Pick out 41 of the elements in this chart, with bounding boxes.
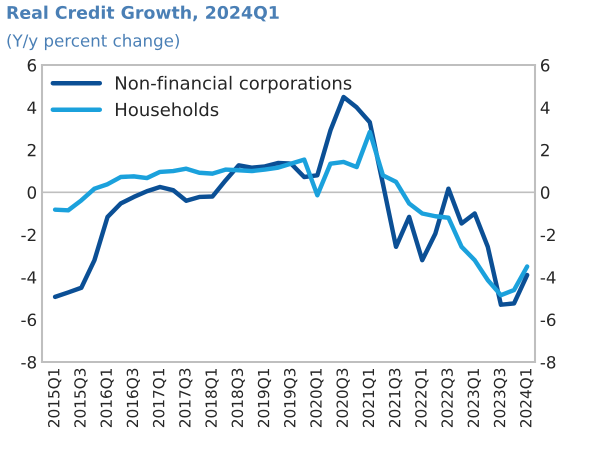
y2-tick-label: 2 [541,144,549,156]
x-tick-label: 2020Q1 [310,368,324,428]
y2-tick-label: -2 [540,228,555,242]
y-tick-label: -4 [21,271,36,284]
x-tick-label: 2017Q3 [179,368,192,428]
legend-label: Households [116,102,218,116]
chart-subtitle: (Y/y percent change) [7,34,179,50]
y-tick-label: 2 [28,144,36,156]
x-tick-label: 2017Q1 [152,368,166,428]
x-tick-label: 2023Q3 [494,368,508,428]
y-tick-label: -2 [21,228,36,242]
y-tick-label: 6 [28,58,36,72]
legend-label: Non-financial corporations [116,76,352,94]
y-tick-label: 0 [28,186,36,199]
line-series [52,94,530,307]
x-tick-label: 2021Q3 [388,368,402,428]
x-tick-label: 2016Q1 [100,368,114,428]
y-tick-label: 4 [27,102,36,114]
x-tick-label: 2015Q3 [74,368,88,428]
y-tick-label: -6 [21,314,36,326]
x-tick-label: 2019Q3 [284,368,298,428]
x-tick-label: 2023Q1 [468,368,481,428]
y2-tick-label: -8 [540,356,556,369]
y2-tick-label: 6 [541,58,550,72]
x-tick-label: 2021Q1 [362,368,376,428]
y-tick-label: -8 [21,356,36,369]
y2-tick-label: -6 [540,314,556,326]
x-tick-label: 2016Q3 [126,368,140,428]
y2-tick-label: 0 [540,186,550,199]
y2-tick-label: -4 [540,271,556,284]
x-tick-label: 2018Q3 [232,368,245,428]
x-tick-label: 2020Q3 [336,368,350,428]
x-tick-label: 2019Q1 [258,368,272,428]
chart-title: Real Credit Growth, 2024Q1 [8,6,279,22]
y2-tick-label: 4 [540,102,550,114]
x-tick-label: 2018Q1 [205,368,219,428]
line-series [52,130,530,298]
x-tick-label: 2024Q1 [520,368,534,428]
x-tick-label: 2022Q3 [441,368,455,428]
x-tick-label: 2015Q1 [48,368,62,428]
x-tick-label: 2022Q1 [415,368,428,428]
